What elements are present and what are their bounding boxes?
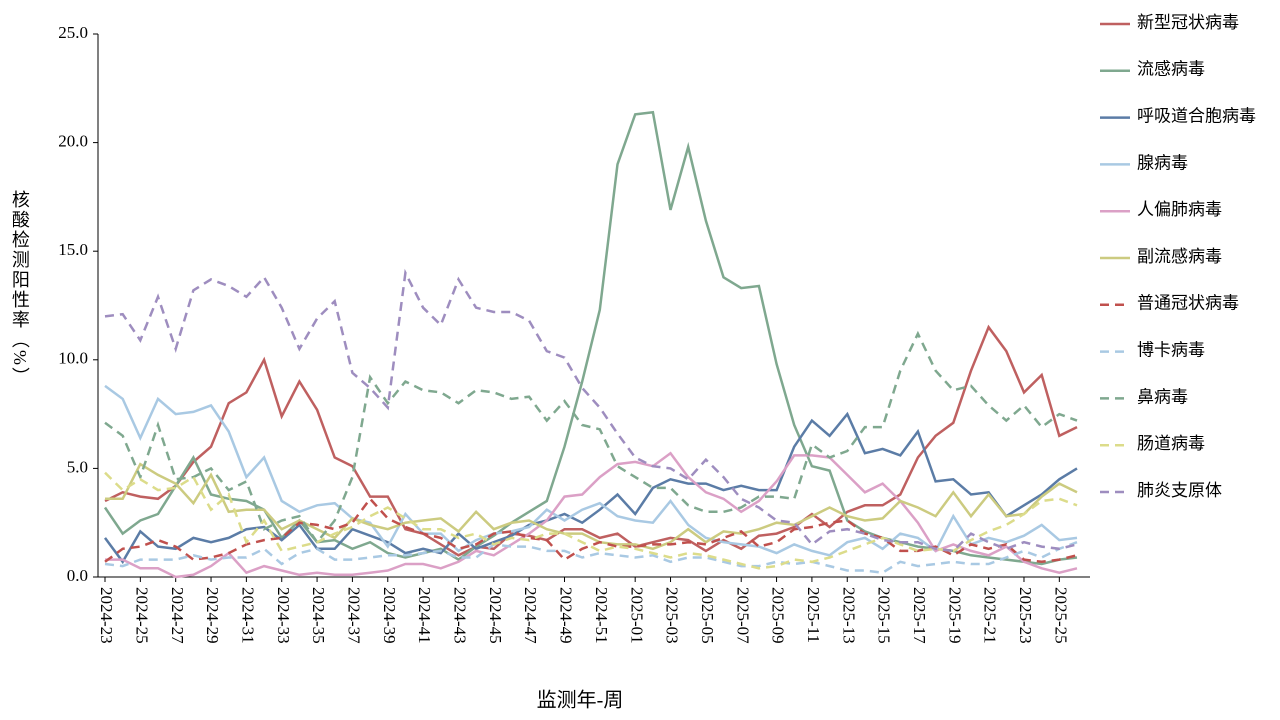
series-line	[104, 268, 1078, 553]
y-tick-label: 0.0	[67, 566, 88, 585]
series-line	[104, 324, 1078, 557]
x-tick-label: 2025-19	[945, 587, 964, 644]
series-line	[105, 451, 1078, 579]
legend-label: 博卡病毒	[1137, 341, 1205, 360]
x-tick-label: 2024-35	[309, 587, 328, 644]
x-tick-label: 2024-41	[415, 587, 434, 644]
x-tick-label: 2024-29	[203, 587, 222, 644]
legend-label: 人偏肺病毒	[1137, 200, 1222, 219]
series-line	[103, 110, 1078, 566]
x-tick-label: 2025-25	[1051, 587, 1070, 644]
x-axis-title: 监测年-周	[537, 689, 624, 712]
x-tick-label: 2025-01	[627, 587, 646, 644]
x-tick-label: 2024-33	[274, 587, 293, 644]
series-line	[103, 411, 1078, 565]
x-tick-label: 2025-15	[875, 587, 894, 644]
series-line	[104, 384, 1078, 557]
legend-label: 腺病毒	[1137, 153, 1188, 172]
legend-label: 鼻病毒	[1137, 387, 1188, 406]
x-tick-label: 2024-51	[592, 587, 611, 644]
legend-label: 肠道病毒	[1137, 434, 1205, 453]
x-tick-label: 2024-43	[451, 587, 470, 644]
y-axis-title: 核酸检测阳性率（%）	[10, 190, 30, 387]
series-line	[104, 471, 1078, 570]
y-tick-label: 5.0	[67, 457, 88, 476]
y-tick-label: 20.0	[58, 132, 88, 151]
x-tick-label: 2025-11	[804, 587, 823, 643]
x-tick-label: 2025-21	[981, 587, 1000, 644]
y-tick-label: 25.0	[58, 23, 88, 42]
x-tick-label: 2024-39	[380, 587, 399, 644]
x-tick-label: 2024-23	[97, 587, 116, 644]
series-line	[105, 462, 1078, 551]
series-line	[104, 330, 1078, 545]
x-tick-label: 2025-23	[1016, 587, 1035, 644]
x-tick-label: 2025-17	[910, 587, 929, 644]
x-tick-label: 2025-05	[698, 587, 717, 644]
legend-label: 肺炎支原体	[1137, 481, 1222, 500]
x-tick-label: 2024-47	[521, 587, 540, 644]
legend-label: 流感病毒	[1137, 60, 1205, 79]
legend-label: 普通冠状病毒	[1137, 294, 1239, 313]
x-tick-label: 2024-25	[132, 587, 151, 644]
x-tick-label: 2024-27	[168, 587, 187, 644]
x-tick-label: 2024-31	[238, 587, 257, 644]
series-line	[104, 496, 1078, 564]
x-tick-label: 2025-13	[839, 587, 858, 644]
legend-label: 呼吸道合胞病毒	[1137, 107, 1256, 126]
y-tick-label: 10.0	[58, 349, 88, 368]
x-tick-label: 2024-45	[486, 587, 505, 644]
x-tick-label: 2024-49	[557, 587, 576, 644]
legend-label: 副流感病毒	[1137, 247, 1222, 266]
x-tick-label: 2024-37	[345, 587, 364, 644]
x-tick-label: 2025-07	[733, 587, 752, 644]
series-line	[104, 541, 1078, 574]
legend-label: 新型冠状病毒	[1137, 13, 1239, 32]
y-tick-label: 15.0	[58, 240, 88, 259]
x-tick-label: 2025-03	[663, 587, 682, 644]
x-tick-label: 2025-09	[769, 587, 788, 644]
